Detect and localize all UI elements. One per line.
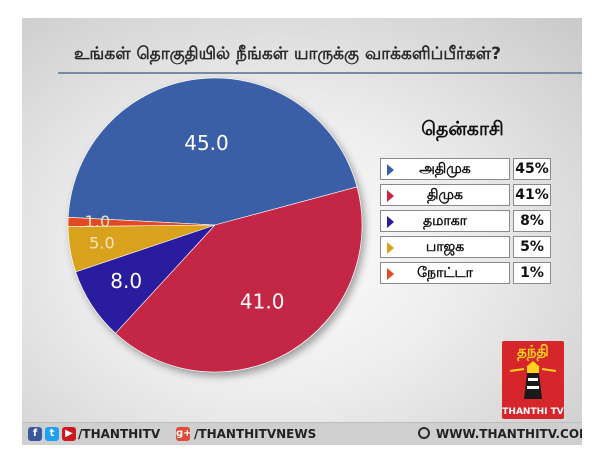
legend-row: தமாகா 8% (380, 209, 555, 233)
twitter-icon[interactable]: t (45, 427, 59, 441)
logo-caption: THANTHI TV (502, 407, 564, 417)
legend: தென்காசி அதிமுக 45% திமுக 41% தமாகா 8% (380, 118, 555, 287)
legend-arrow-icon (387, 190, 394, 202)
legend-label: அதிமுக (419, 161, 471, 177)
chart-title: உங்கள் தொகுதியில் நீங்கள் யாருக்கு வாக்க… (74, 44, 501, 64)
youtube-icon[interactable]: ▶ (62, 427, 76, 441)
footer-bar: f t ▶ /THANTHITV g+ /THANTHITVNEWS WWW.T… (22, 422, 582, 445)
pie-data-label: 1.0 (85, 212, 110, 231)
legend-label: நோட்டா (417, 265, 473, 281)
legend-arrow-icon (387, 268, 394, 280)
logo-text: தந்தி (517, 342, 549, 360)
legend-row: நோட்டா 1% (380, 261, 555, 285)
legend-label-box: பாஜக (380, 236, 510, 258)
legend-arrow-icon (387, 164, 394, 176)
legend-value: 41% (513, 184, 551, 206)
legend-row: அதிமுக 45% (380, 157, 555, 181)
website-link[interactable]: WWW.THANTHITV.COM (436, 427, 582, 441)
google-plus-handle[interactable]: /THANTHITVNEWS (194, 427, 317, 441)
social-handle[interactable]: /THANTHITV (78, 427, 161, 441)
lighthouse-icon (509, 361, 557, 399)
pie-data-label: 41.0 (240, 290, 285, 314)
globe-icon (418, 427, 430, 439)
legend-arrow-icon (387, 216, 394, 228)
legend-value: 5% (513, 236, 551, 258)
pie-data-label: 8.0 (110, 269, 142, 293)
pie-data-label: 45.0 (184, 131, 229, 155)
legend-label-box: தமாகா (380, 210, 510, 232)
title-underline (58, 72, 582, 74)
pie-chart: 45.0 41.0 8.0 5.0 1.0 (67, 77, 363, 373)
legend-value: 45% (513, 158, 551, 180)
legend-label: தமாகா (423, 213, 467, 229)
legend-label: திமுக (427, 187, 463, 203)
pie-slices (67, 77, 363, 373)
legend-label-box: நோட்டா (380, 262, 510, 284)
facebook-icon[interactable]: f (28, 427, 42, 441)
legend-label-box: திமுக (380, 184, 510, 206)
google-plus-icon[interactable]: g+ (176, 427, 192, 441)
pie-slice (115, 186, 363, 373)
constituency-name: தென்காசி (421, 118, 504, 140)
legend-row: திமுக 41% (380, 183, 555, 207)
legend-arrow-icon (387, 242, 394, 254)
pie-slice (67, 216, 216, 227)
legend-row: பாஜக 5% (380, 235, 555, 259)
pie-slice (67, 77, 358, 226)
pie-data-label: 5.0 (89, 234, 114, 253)
thanthi-tv-logo: தந்தி THANTHI TV (502, 341, 564, 419)
legend-label: பாஜக (425, 239, 465, 255)
legend-value: 8% (513, 210, 551, 232)
legend-label-box: அதிமுக (380, 158, 510, 180)
chart-card: உங்கள் தொகுதியில் நீங்கள் யாருக்கு வாக்க… (22, 18, 582, 445)
legend-value: 1% (513, 262, 551, 284)
